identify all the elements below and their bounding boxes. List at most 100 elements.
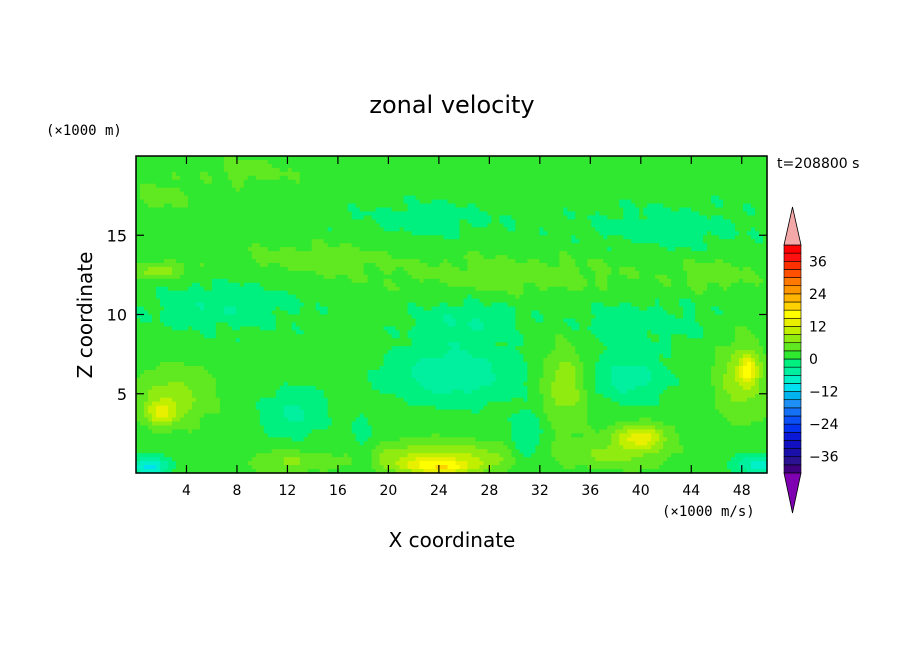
- heatmap-cell: [507, 191, 512, 197]
- heatmap-cell: [499, 183, 505, 189]
- heatmap-cell: [695, 274, 700, 280]
- heatmap-cell: [747, 239, 752, 244]
- heatmap-cell: [155, 227, 161, 232]
- heatmap-cell: [751, 199, 756, 205]
- heatmap-cell: [547, 175, 552, 181]
- heatmap-cell: [179, 191, 185, 197]
- heatmap-cell: [607, 259, 612, 264]
- heatmap-cell: [175, 243, 181, 248]
- heatmap-cell: [303, 219, 309, 224]
- heatmap-cell: [403, 167, 409, 173]
- heatmap-cell: [643, 195, 648, 201]
- heatmap-cell: [651, 207, 656, 213]
- heatmap-cell: [571, 156, 576, 161]
- heatmap-cell: [735, 266, 740, 272]
- heatmap-cell: [763, 207, 768, 213]
- heatmap-cell: [647, 266, 652, 272]
- heatmap-cell: [667, 203, 672, 209]
- heatmap-cell: [567, 251, 572, 256]
- heatmap-cell: [447, 163, 453, 169]
- heatmap-cell: [415, 266, 421, 272]
- heatmap-cell: [547, 215, 552, 220]
- heatmap-cell: [639, 251, 644, 256]
- heatmap-cell: [535, 227, 540, 232]
- heatmap-cell: [483, 251, 489, 256]
- heatmap-cell: [295, 179, 301, 185]
- heatmap-cell: [591, 215, 596, 220]
- heatmap-cell: [563, 227, 568, 232]
- heatmap-cell: [263, 243, 269, 248]
- heatmap-cell: [399, 251, 405, 256]
- heatmap-cell: [515, 243, 520, 248]
- heatmap-cell: [179, 247, 185, 252]
- heatmap-cell: [595, 195, 600, 201]
- heatmap-cell: [571, 251, 576, 256]
- heatmap-cell: [343, 259, 349, 264]
- heatmap-cell: [499, 262, 505, 268]
- heatmap-cell: [751, 243, 756, 248]
- heatmap-cell: [483, 278, 489, 284]
- heatmap-cell: [379, 171, 385, 177]
- heatmap-cell: [639, 247, 644, 252]
- heatmap-cell: [507, 227, 512, 232]
- heatmap-cell: [255, 223, 261, 228]
- heatmap-cell: [319, 219, 325, 224]
- heatmap-cell: [363, 163, 369, 169]
- heatmap-cell: [627, 259, 632, 264]
- heatmap-cell: [623, 247, 628, 252]
- heatmap-cell: [335, 255, 341, 260]
- heatmap-cell: [559, 183, 564, 189]
- heatmap-cell: [707, 195, 712, 201]
- heatmap-cell: [359, 179, 365, 185]
- heatmap-cell: [471, 175, 477, 181]
- heatmap-cell: [611, 239, 616, 244]
- heatmap-cell: [355, 156, 361, 161]
- heatmap-cell: [591, 251, 596, 256]
- heatmap-cell: [679, 251, 684, 256]
- heatmap-cell: [499, 255, 505, 260]
- heatmap-cell: [223, 207, 229, 213]
- heatmap-cell: [431, 175, 437, 181]
- heatmap-cell: [591, 207, 596, 213]
- heatmap-cell: [635, 247, 640, 252]
- heatmap-cell: [227, 243, 233, 248]
- heatmap-cell: [667, 183, 672, 189]
- heatmap-cell: [163, 219, 169, 224]
- heatmap-cell: [251, 163, 257, 169]
- heatmap-cell: [243, 235, 249, 240]
- heatmap-cell: [739, 167, 744, 173]
- heatmap-cell: [259, 247, 265, 252]
- heatmap-cell: [747, 156, 752, 161]
- heatmap-cell: [307, 211, 313, 217]
- heatmap-cell: [315, 171, 321, 177]
- heatmap-cell: [719, 223, 724, 228]
- heatmap-cell: [231, 278, 237, 284]
- heatmap-cell: [503, 270, 509, 276]
- heatmap-cell: [471, 219, 477, 224]
- heatmap-cell: [675, 251, 680, 256]
- heatmap-cell: [763, 187, 768, 193]
- heatmap-cell: [703, 187, 708, 193]
- heatmap-cell: [479, 167, 485, 173]
- heatmap-cell: [335, 227, 341, 232]
- heatmap-cell: [547, 235, 552, 240]
- heatmap-cell: [679, 215, 684, 220]
- heatmap-cell: [215, 262, 221, 268]
- heatmap-cell: [459, 215, 465, 220]
- heatmap-cell: [451, 266, 457, 272]
- heatmap-cell: [419, 195, 425, 201]
- heatmap-cell: [547, 183, 552, 189]
- heatmap-cell: [399, 171, 405, 177]
- heatmap-cell: [339, 159, 345, 165]
- heatmap-cell: [643, 179, 648, 185]
- heatmap-cell: [251, 187, 257, 193]
- heatmap-cell: [587, 163, 592, 169]
- heatmap-cell: [291, 274, 297, 280]
- heatmap-cell: [731, 159, 736, 165]
- heatmap-cell: [367, 191, 373, 197]
- heatmap-cell: [595, 171, 600, 177]
- heatmap-cell: [343, 247, 349, 252]
- heatmap-cell: [175, 171, 181, 177]
- heatmap-cell: [159, 159, 165, 165]
- heatmap-cell: [719, 156, 724, 161]
